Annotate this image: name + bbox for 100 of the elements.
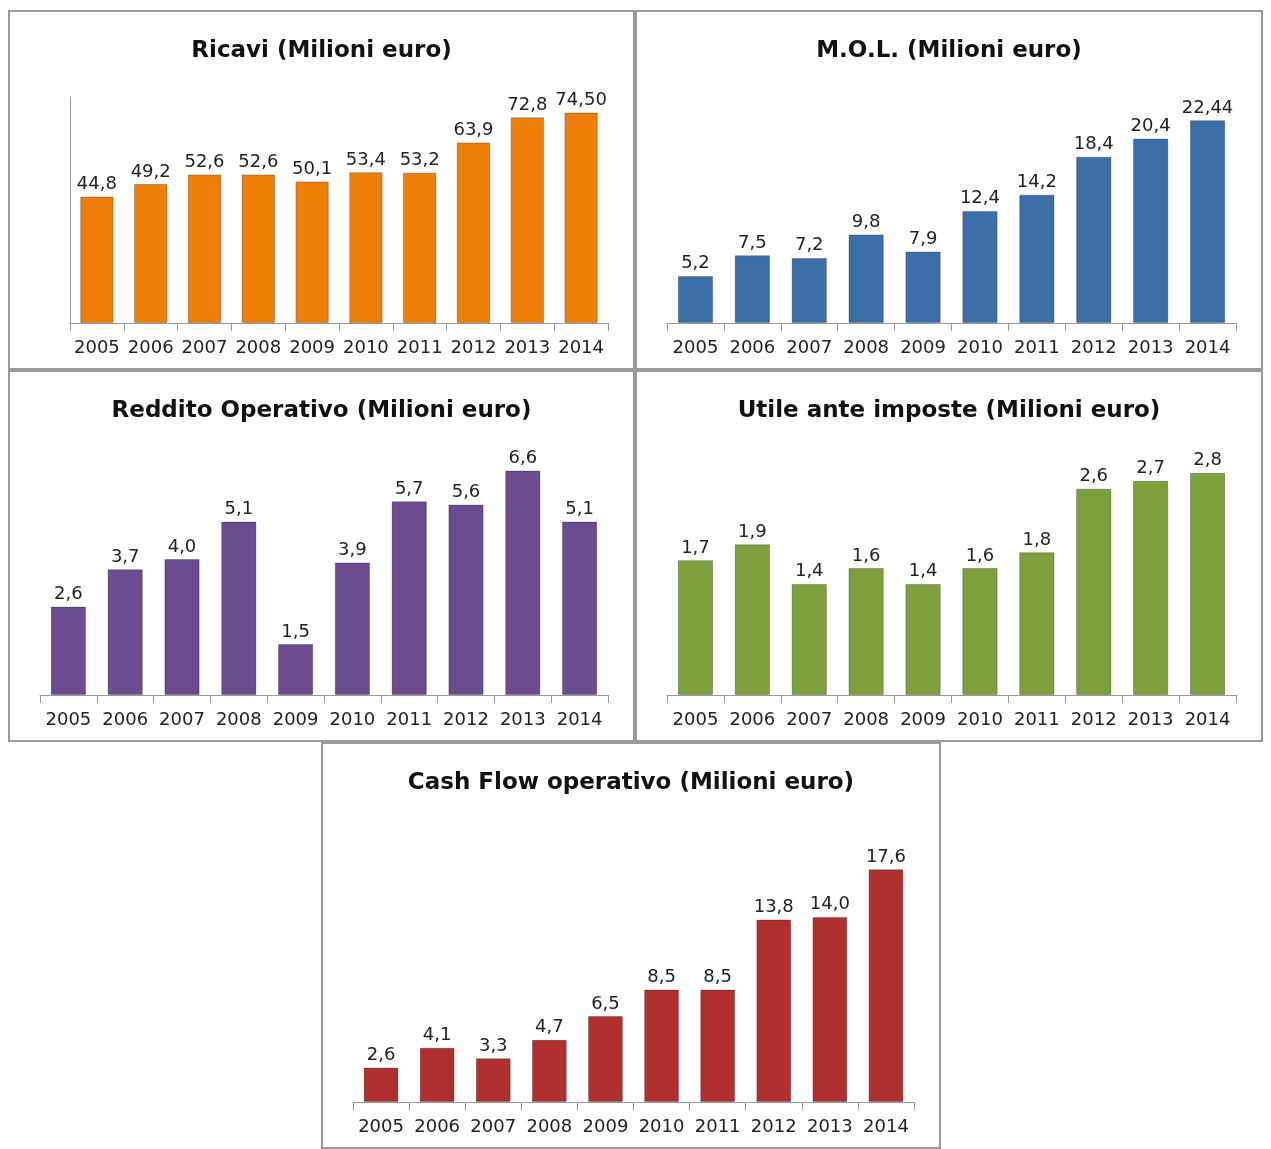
data-label: 12,4 [959,186,1000,208]
bar [531,1039,567,1102]
data-label: 52,6 [238,149,279,171]
x-tick-label: 2013 [1127,707,1174,729]
x-tick-label: 2006 [414,1114,461,1136]
bar [505,470,541,695]
x-tick-label: 2005 [672,335,719,357]
data-label: 6,6 [508,446,538,468]
bar [564,112,598,323]
bar [561,521,598,695]
bar [1189,120,1226,323]
data-label: 1,9 [738,519,767,541]
bar [277,644,314,695]
bar [812,916,848,1102]
x-tick-label: 2010 [342,335,389,357]
data-label: 17,6 [865,844,906,866]
data-label: 2,7 [1136,456,1165,478]
x-tick-label: 2005 [672,707,719,729]
x-tick-label: 2013 [499,707,546,729]
data-label: 1,6 [965,543,995,565]
x-tick-label: 2005 [73,335,120,357]
data-label: 7,2 [794,233,824,255]
x-tick-label: 2008 [843,335,890,357]
data-label: 1,5 [281,619,310,641]
x-tick-label: 2010 [957,335,1003,357]
x-tick-label: 2005 [45,707,92,729]
chart-title: Cash Flow operativo (Milioni euro) [407,767,855,794]
x-tick-label: 2014 [1184,707,1231,729]
bar [221,521,257,695]
bar [677,560,714,695]
bar [905,251,941,323]
bar [962,210,998,323]
data-label: 4,1 [422,1023,452,1045]
x-tick-label: 2009 [289,335,336,357]
x-tick-label: 2010 [329,707,376,729]
x-tick-label: 2008 [235,335,282,357]
bar [791,257,827,323]
x-tick-label: 2012 [443,707,489,729]
data-label: 3,3 [478,1033,508,1055]
x-tick-label: 2011 [386,707,433,729]
bar [1019,194,1055,323]
x-tick-label: 2014 [1184,335,1231,357]
bar [734,255,770,323]
data-label: 22,44 [1181,95,1234,117]
bar [164,559,200,695]
data-label: 20,4 [1130,114,1171,136]
x-tick-label: 2007 [470,1114,517,1136]
x-tick-label: 2006 [102,707,149,729]
bar [419,1047,455,1102]
data-label: 4,0 [167,534,197,556]
bar [295,181,329,323]
bar [334,562,371,695]
chart-title: Utile ante imposte (Milioni euro) [737,395,1161,422]
x-tick-label: 2011 [396,335,443,357]
data-label: 8,5 [703,965,732,987]
bar [448,504,484,695]
x-tick-label: 2008 [843,707,890,729]
x-tick-label: 2007 [181,335,228,357]
chart-title: Reddito Operativo (Milioni euro) [111,395,532,422]
data-label: 6,5 [591,991,620,1013]
data-label: 1,4 [908,559,938,581]
x-tick-label: 2010 [957,707,1003,729]
x-tick-label: 2014 [558,335,605,357]
bar [1133,138,1169,323]
x-tick-label: 2011 [694,1114,741,1136]
x-tick-label: 2007 [159,707,205,729]
data-label: 74,50 [555,88,607,110]
x-tick-label: 2009 [582,1114,629,1136]
data-label: 7,9 [908,227,938,249]
data-label: 3,7 [110,544,140,566]
bar [677,275,714,323]
data-label: 52,6 [184,149,225,171]
chart-title: M.O.L. (Milioni euro) [816,35,1082,62]
x-tick-label: 2007 [786,707,833,729]
data-label: 53,4 [345,147,386,169]
bar [905,583,941,695]
data-label: 18,4 [1073,132,1114,154]
bar [403,172,437,323]
data-label: 72,8 [507,92,548,114]
bar [363,1067,399,1102]
x-tick-label: 2012 [1070,707,1117,729]
data-label: 49,2 [130,159,171,181]
data-label: 5,2 [681,251,710,273]
data-label: 3,9 [338,537,367,559]
data-label: 5,6 [451,480,481,502]
bar [187,174,222,323]
data-label: 14,0 [809,892,850,914]
bar [1189,472,1226,695]
bar [349,172,383,323]
bar [456,142,491,323]
data-label: 5,1 [224,497,254,519]
bar [791,583,827,695]
x-tick-label: 2006 [729,707,776,729]
x-tick-label: 2005 [358,1114,404,1136]
data-label: 1,6 [851,543,881,565]
data-label: 1,7 [681,535,710,557]
bar [241,174,275,323]
bar [80,196,114,323]
bar [588,1016,623,1102]
x-tick-label: 2011 [1013,707,1060,729]
